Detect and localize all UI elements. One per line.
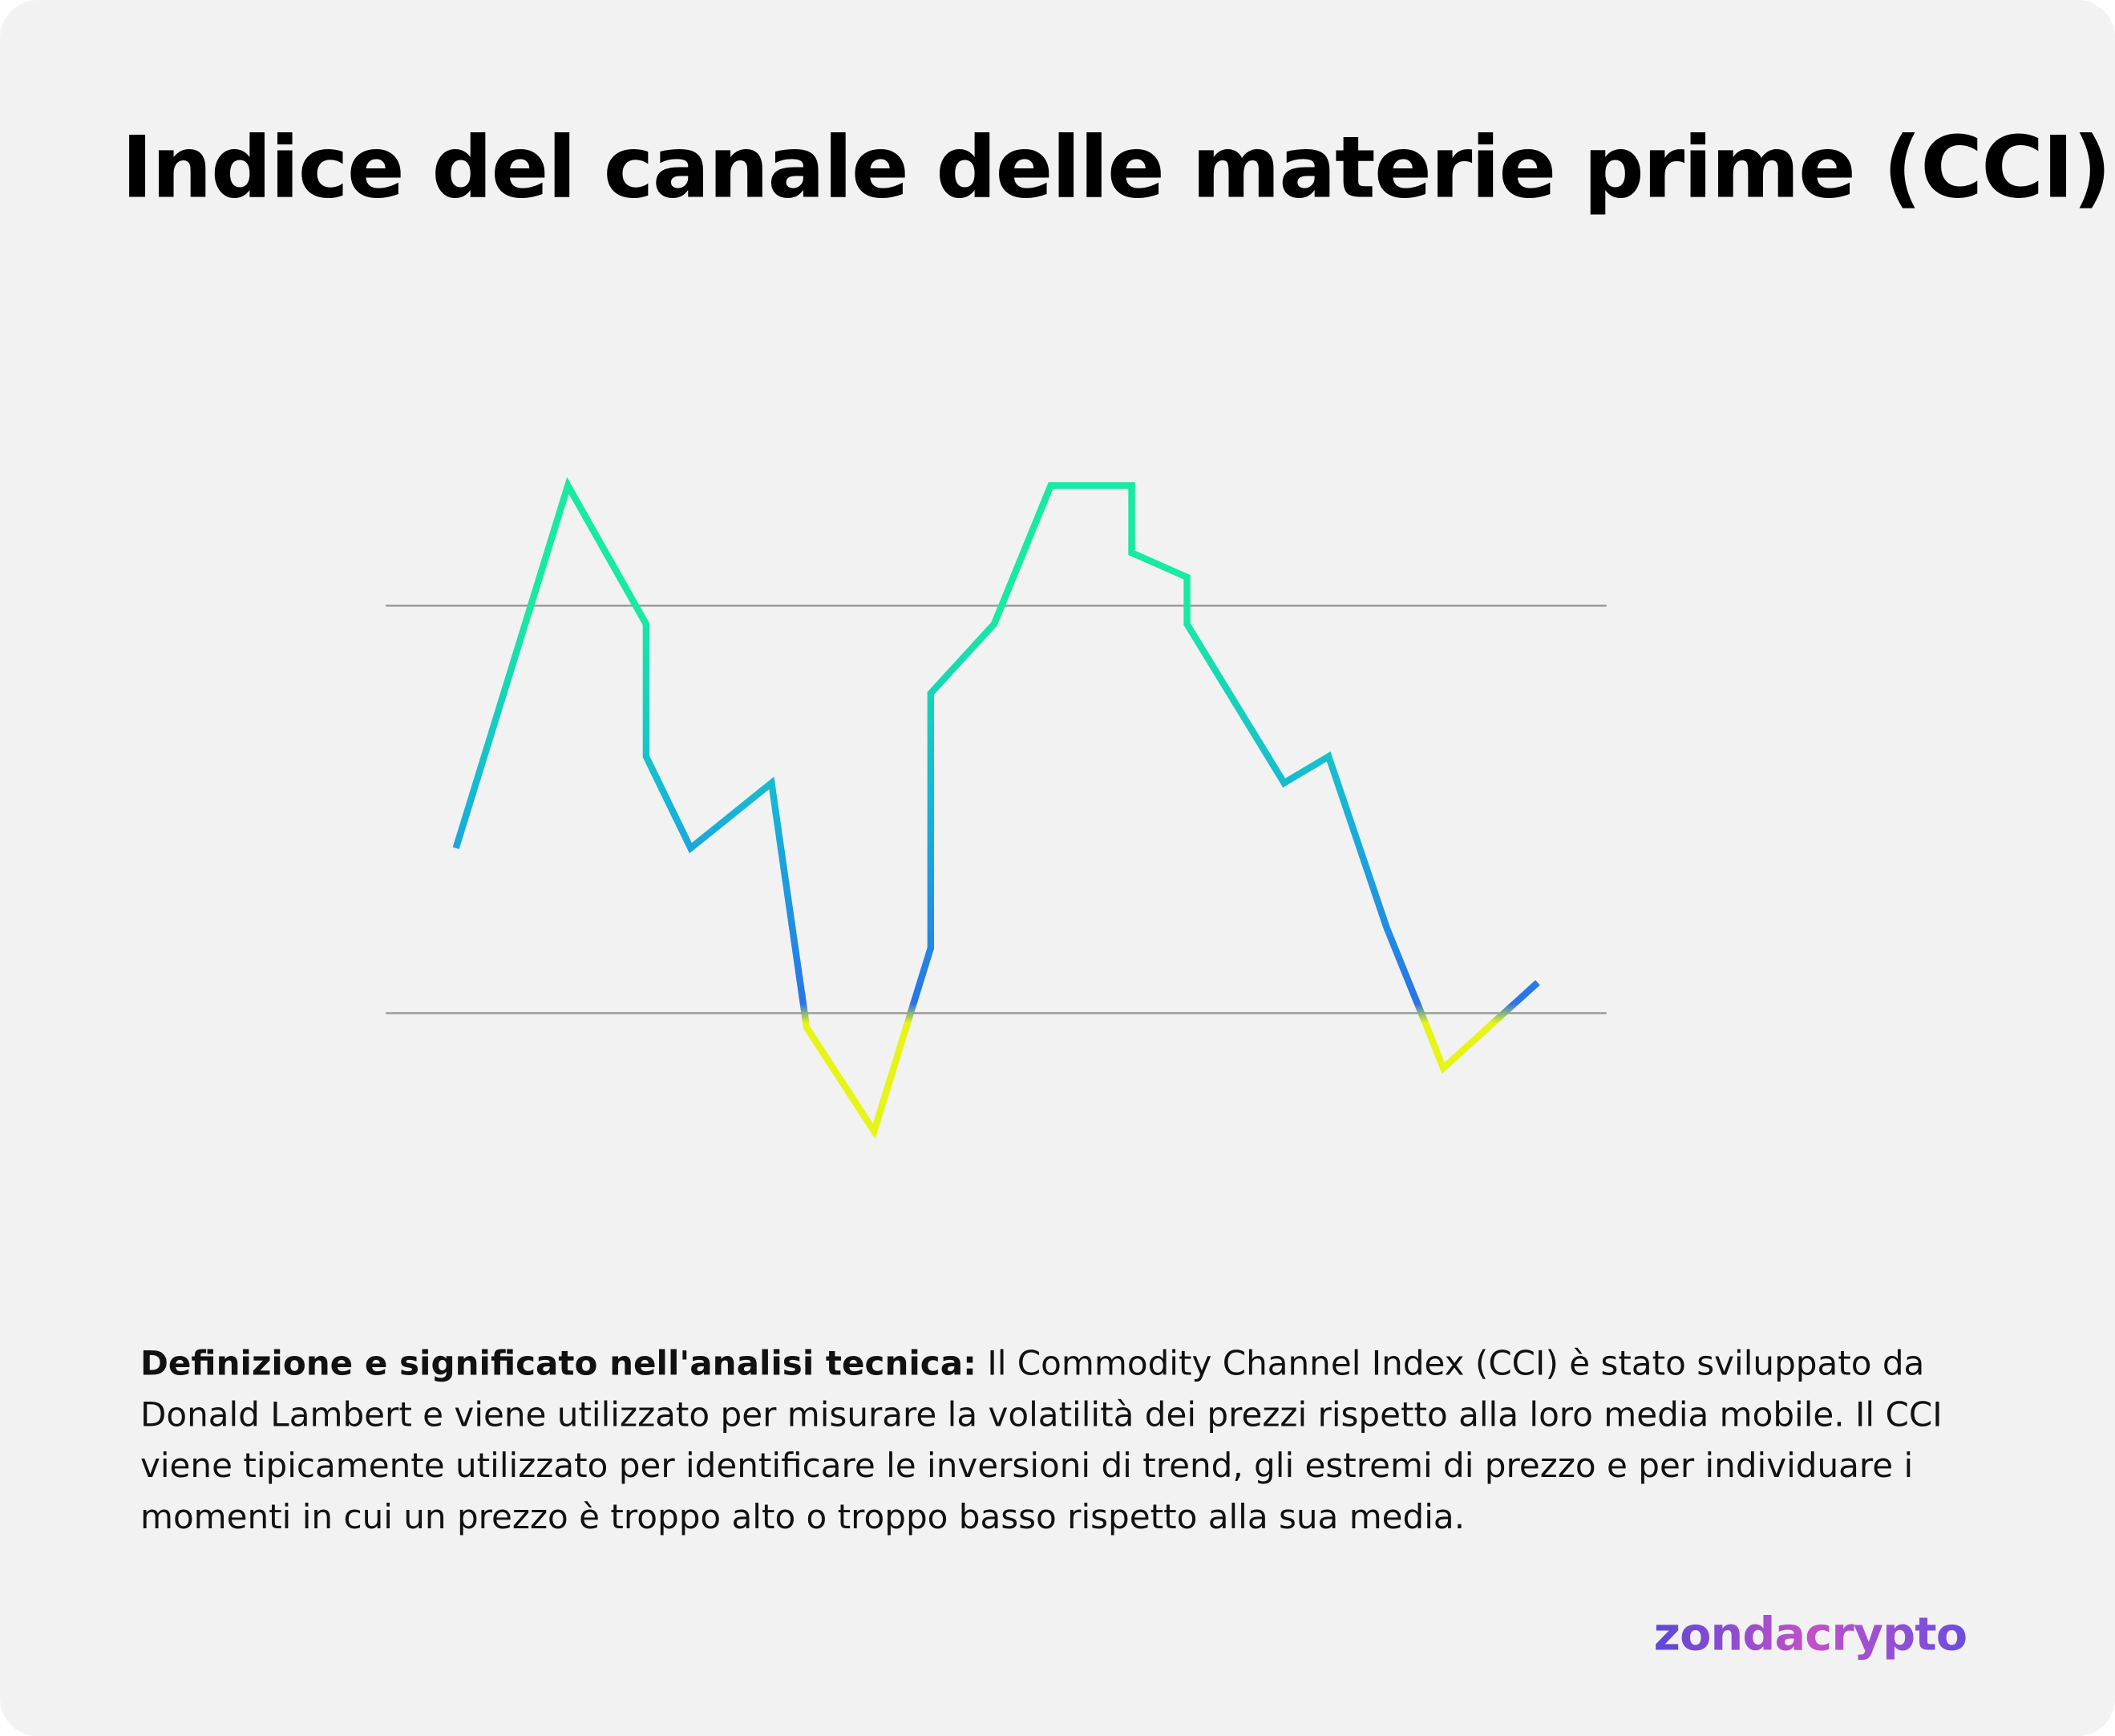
logo: zondacrypto [1653,1608,1967,1662]
chart [386,476,1607,1139]
cci-line [452,476,1540,1139]
description: Definizione e significato nell'analisi t… [140,1338,1988,1544]
description-text: Il Commodity Channel Index (CCI) è stato… [140,1343,1943,1537]
title: Indice del canale delle materie prime (C… [121,119,2111,217]
description-bold: Definizione e significato nell'analisi t… [140,1343,977,1383]
